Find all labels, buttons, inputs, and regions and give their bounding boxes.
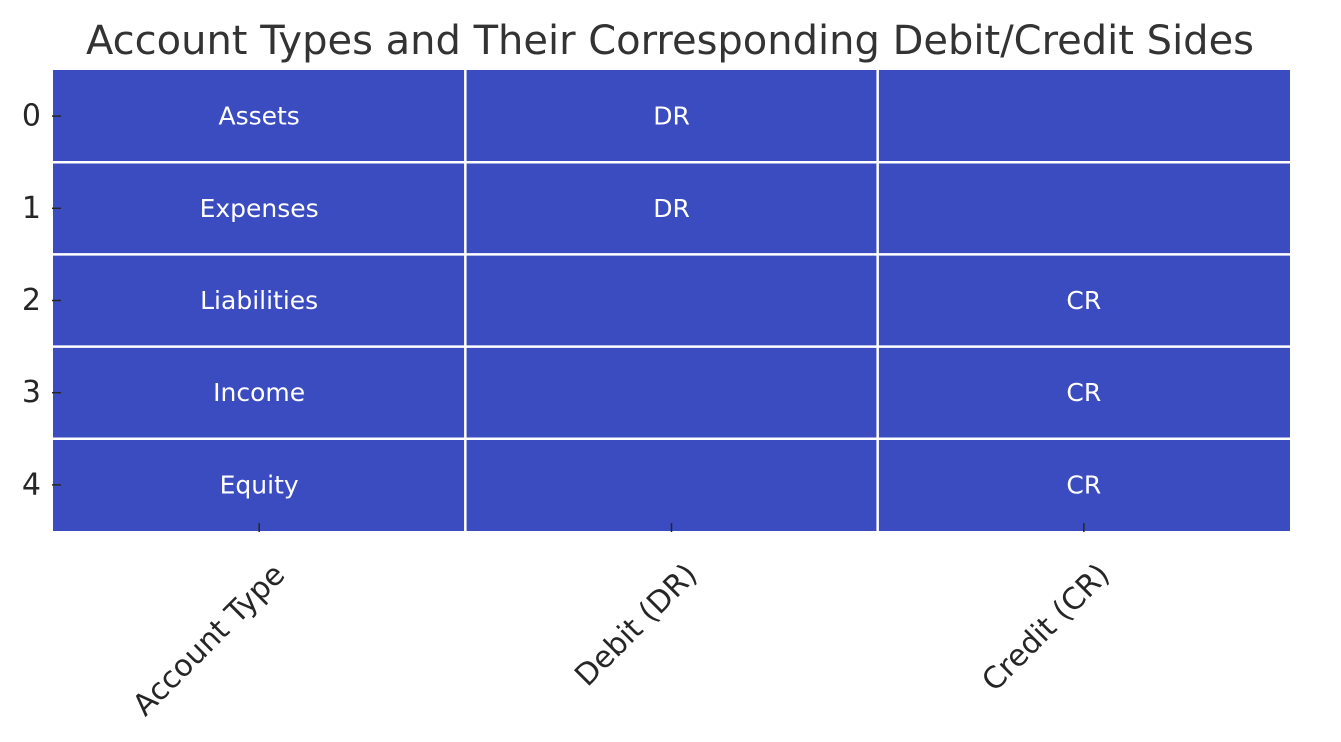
cell-label: Income: [213, 378, 305, 407]
heatmap-cell: [465, 70, 878, 163]
heatmap-cell: [53, 346, 466, 439]
heatmap-cell: [465, 438, 878, 531]
heatmap-cell: [465, 162, 878, 255]
cell-label: CR: [1066, 470, 1101, 499]
y-axis: 0 1 2 3 4: [22, 99, 61, 502]
heatmap-cell: [877, 346, 1290, 439]
heatmap-cell: [465, 346, 878, 439]
heatmap-cell: [53, 70, 466, 163]
heatmap-cell: [877, 254, 1290, 347]
y-tick-label: 3: [22, 375, 41, 410]
y-tick-label: 4: [22, 467, 41, 502]
heatmap-cell: [877, 70, 1290, 163]
x-tick-label: Debit (DR): [568, 557, 704, 693]
x-tick-label: Account Type: [126, 557, 292, 723]
grid-lines: [53, 70, 1290, 531]
cell-label: CR: [1066, 286, 1101, 315]
x-axis: Account Type Debit (DR) Credit (CR): [126, 523, 1117, 723]
heatmap-cell: [53, 438, 466, 531]
heatmap-cells: [53, 70, 1290, 531]
heatmap-cell: [877, 162, 1290, 255]
heatmap-cell: [877, 438, 1290, 531]
heatmap-cell: [53, 254, 466, 347]
cell-labels: Assets DR Expenses DR Liabilities CR Income CR E…: [200, 102, 1102, 500]
cell-label: DR: [653, 102, 690, 131]
cell-label: Assets: [218, 102, 299, 131]
y-tick-label: 0: [22, 99, 41, 134]
y-tick-label: 2: [22, 283, 41, 318]
heatmap-cell: [465, 254, 878, 347]
y-tick-label: 1: [22, 191, 41, 226]
cell-label: Expenses: [200, 194, 319, 223]
cell-label: Equity: [220, 470, 299, 499]
cell-label: CR: [1066, 378, 1101, 407]
x-tick-label: Credit (CR): [975, 557, 1116, 698]
cell-label: DR: [653, 194, 690, 223]
cell-label: Liabilities: [200, 286, 318, 315]
chart-title: Account Types and Their Corresponding De…: [86, 18, 1254, 64]
heatmap-cell: [53, 162, 466, 255]
